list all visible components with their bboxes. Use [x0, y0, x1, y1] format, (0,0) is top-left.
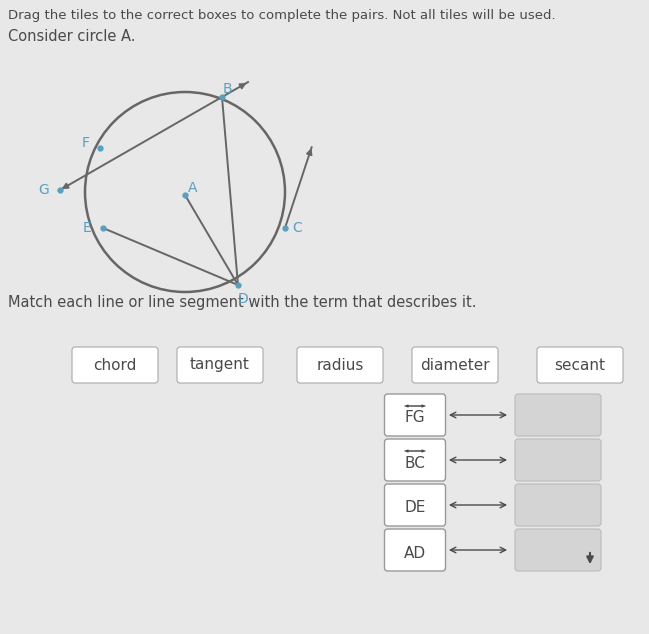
FancyBboxPatch shape: [515, 529, 601, 571]
FancyBboxPatch shape: [297, 347, 383, 383]
Text: G: G: [39, 183, 49, 197]
Text: secant: secant: [554, 358, 606, 373]
Text: AD: AD: [404, 545, 426, 560]
Text: Drag the tiles to the correct boxes to complete the pairs. Not all tiles will be: Drag the tiles to the correct boxes to c…: [8, 9, 556, 22]
FancyBboxPatch shape: [384, 529, 445, 571]
Text: Match each line or line segment with the term that describes it.: Match each line or line segment with the…: [8, 295, 476, 310]
FancyBboxPatch shape: [384, 484, 445, 526]
Text: B: B: [222, 82, 232, 96]
Text: C: C: [292, 221, 302, 235]
Text: radius: radius: [316, 358, 363, 373]
Text: BC: BC: [404, 455, 426, 470]
Text: F: F: [82, 136, 90, 150]
Text: chord: chord: [93, 358, 137, 373]
FancyBboxPatch shape: [515, 394, 601, 436]
FancyBboxPatch shape: [515, 439, 601, 481]
FancyBboxPatch shape: [515, 484, 601, 526]
Text: Consider circle A.: Consider circle A.: [8, 29, 136, 44]
FancyBboxPatch shape: [384, 394, 445, 436]
FancyBboxPatch shape: [412, 347, 498, 383]
FancyBboxPatch shape: [177, 347, 263, 383]
Text: E: E: [82, 221, 92, 235]
Text: tangent: tangent: [190, 358, 250, 373]
Text: A: A: [188, 181, 198, 195]
Text: diameter: diameter: [420, 358, 490, 373]
Text: D: D: [238, 292, 249, 306]
FancyBboxPatch shape: [72, 347, 158, 383]
Text: DE: DE: [404, 500, 426, 515]
FancyBboxPatch shape: [537, 347, 623, 383]
FancyBboxPatch shape: [384, 439, 445, 481]
Text: FG: FG: [405, 410, 425, 425]
